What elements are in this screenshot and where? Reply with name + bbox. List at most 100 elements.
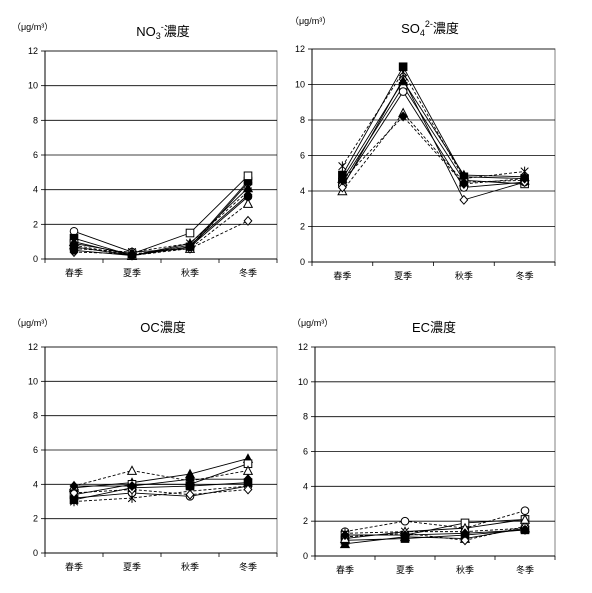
y-unit-label: （μg/m³） <box>12 318 53 328</box>
y-tick-label: 0 <box>303 551 308 561</box>
series-line <box>344 527 526 534</box>
y-tick-label: 10 <box>295 80 305 90</box>
x-tick-label: 冬季 <box>239 561 257 572</box>
data-point <box>458 169 470 180</box>
y-tick-label: 4 <box>303 481 308 491</box>
series-line <box>74 478 248 487</box>
data-point <box>243 171 253 181</box>
data-point <box>337 175 347 186</box>
x-tick-label: 冬季 <box>239 267 257 278</box>
x-tick-label: 冬季 <box>516 564 534 575</box>
data-point <box>243 474 253 485</box>
data-point <box>459 194 469 205</box>
data-point <box>460 535 470 546</box>
y-tick-label: 4 <box>300 186 305 196</box>
x-tick-label: 秋季 <box>181 561 199 572</box>
series-line <box>73 194 249 256</box>
data-point <box>460 528 470 539</box>
y-tick-label: 10 <box>298 377 308 387</box>
data-point <box>127 480 137 492</box>
chart-panel-1: （μg/m³） NO3-濃度 0 2 4 6 8 10 12 春季 夏季 秋季 冬季 <box>12 22 278 278</box>
chart-panel-3: （μg/m³） OC濃度 0 2 4 6 8 10 12 春季 夏季 秋季 冬季 <box>12 318 278 572</box>
chart-title: SO42-濃度 <box>401 19 459 38</box>
data-point <box>126 465 138 475</box>
data-point <box>127 251 137 260</box>
data-point <box>243 215 253 226</box>
data-point <box>520 173 530 184</box>
data-point <box>519 514 531 524</box>
series-line <box>73 470 249 487</box>
data-point <box>338 161 347 171</box>
x-tick-label: 春季 <box>336 564 354 575</box>
series-line <box>345 529 526 536</box>
data-point <box>185 489 195 500</box>
series-line <box>73 489 249 496</box>
series-line <box>341 80 525 179</box>
data-point <box>398 111 408 122</box>
y-tick-label: 0 <box>300 257 305 267</box>
chart-title: EC濃度 <box>412 320 456 335</box>
data-point <box>340 530 350 541</box>
data-point <box>397 75 409 86</box>
series-line <box>341 65 525 180</box>
x-tick-label: 春季 <box>65 267 83 278</box>
y-tick-label: 0 <box>33 254 38 264</box>
y-tick-label: 0 <box>33 548 38 558</box>
data-point <box>398 67 408 77</box>
y-tick-label: 12 <box>28 342 38 352</box>
series-line <box>341 78 525 201</box>
x-tick-label: 夏季 <box>123 267 141 278</box>
series-8 <box>340 524 530 541</box>
y-tick-label: 2 <box>33 514 38 524</box>
series-line <box>73 463 249 496</box>
chart-panel-4: （μg/m³） EC濃度 0 2 4 6 8 10 12 春季 夏季 秋季 冬季 <box>292 318 556 575</box>
y-tick-label: 8 <box>303 412 308 422</box>
series-line <box>73 485 249 502</box>
series-9 <box>69 192 253 260</box>
y-tick-label: 4 <box>33 185 38 195</box>
y-tick-label: 2 <box>33 219 38 229</box>
series-line <box>73 196 249 256</box>
y-tick-label: 12 <box>295 44 305 54</box>
series-line <box>73 187 249 256</box>
chart-panel-2: （μg/m³） SO42-濃度 0 2 4 6 8 10 12 春季 夏季 秋季 冬季 <box>290 16 556 281</box>
x-tick-label: 冬季 <box>516 270 534 281</box>
y-tick-label: 8 <box>300 115 305 125</box>
y-unit-label: （μg/m³） <box>12 22 53 32</box>
y-tick-label: 2 <box>300 222 305 232</box>
chart-title: OC濃度 <box>140 320 186 335</box>
data-point <box>243 192 253 201</box>
series-line <box>342 112 525 192</box>
data-point <box>243 484 253 495</box>
y-tick-label: 10 <box>28 81 38 91</box>
series-line <box>73 458 249 489</box>
y-tick-label: 2 <box>303 516 308 526</box>
y-tick-label: 6 <box>33 445 38 455</box>
y-tick-label: 12 <box>28 46 38 56</box>
x-tick-label: 秋季 <box>456 564 474 575</box>
data-point <box>185 474 195 485</box>
data-point <box>459 178 469 189</box>
x-tick-label: 秋季 <box>455 270 473 281</box>
y-tick-label: 8 <box>33 411 38 421</box>
y-tick-label: 6 <box>303 447 308 457</box>
y-unit-label: （μg/m³） <box>292 318 333 328</box>
data-point <box>400 516 410 526</box>
series-line <box>341 71 525 180</box>
series-line <box>73 191 249 253</box>
data-point <box>127 493 137 503</box>
x-tick-label: 春季 <box>65 561 83 572</box>
x-tick-label: 夏季 <box>394 270 412 281</box>
y-tick-label: 6 <box>33 150 38 160</box>
data-point <box>185 242 195 252</box>
data-point <box>185 228 195 238</box>
data-point <box>69 246 79 255</box>
y-tick-label: 6 <box>300 151 305 161</box>
data-point <box>520 524 530 535</box>
series-line <box>344 510 526 533</box>
series-line <box>73 482 249 501</box>
y-unit-label: （μg/m³） <box>290 16 331 26</box>
x-tick-label: 夏季 <box>123 561 141 572</box>
y-tick-label: 12 <box>298 342 308 352</box>
